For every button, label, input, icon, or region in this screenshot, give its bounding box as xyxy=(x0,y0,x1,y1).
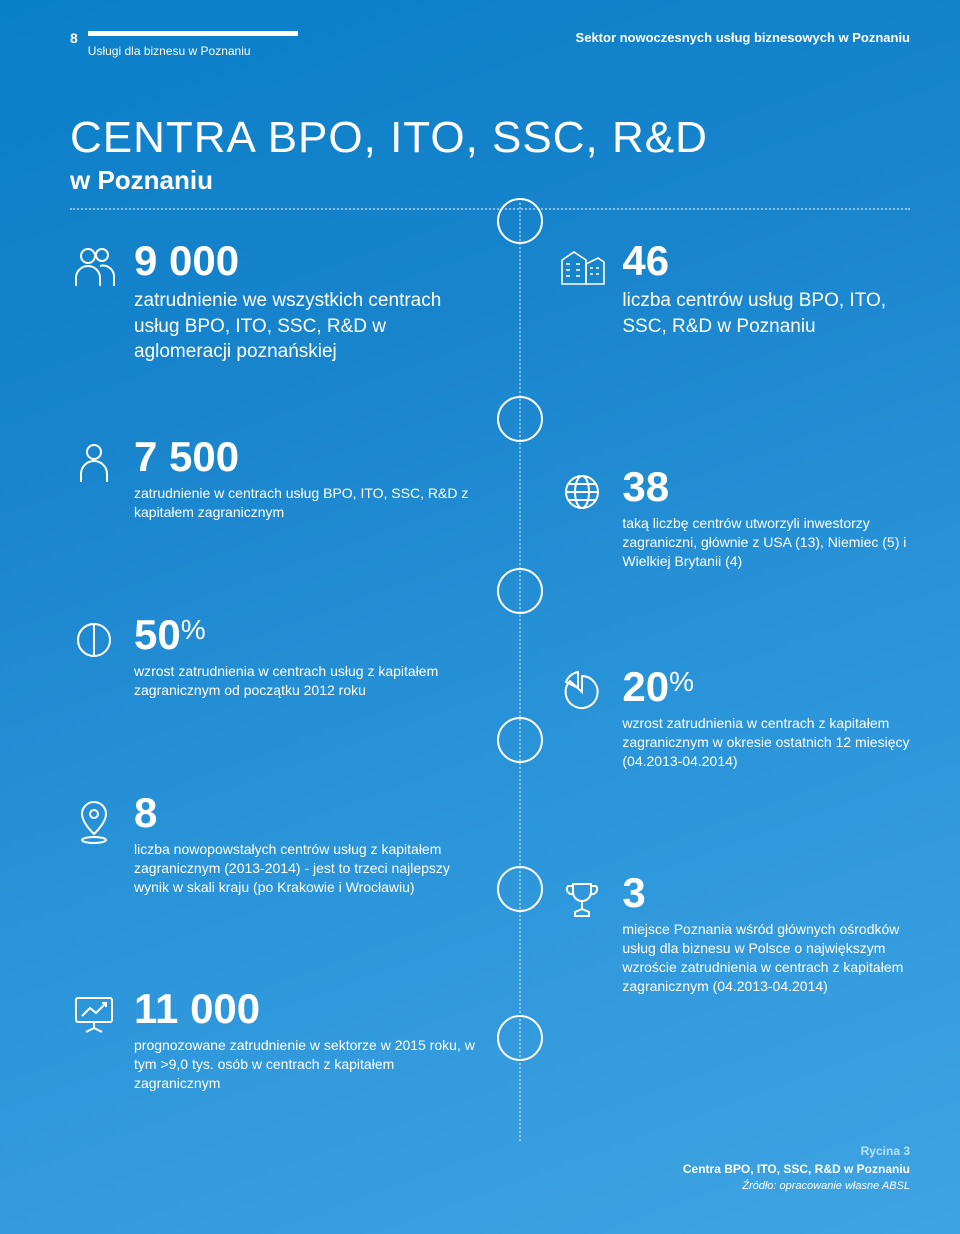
page-number: 8 xyxy=(70,30,78,46)
header-left-block: Usługi dla biznesu w Poznaniu xyxy=(88,30,298,58)
header-right-title: Sektor nowoczesnych usług biznesowych w … xyxy=(576,30,910,45)
stat-desc: liczba nowopowstałych centrów usług z ka… xyxy=(134,840,480,897)
stat-body: 7 500 zatrudnienie w centrach usług BPO,… xyxy=(134,436,480,586)
spine-circle xyxy=(497,198,543,244)
stat-growth-12m: 20% wzrost zatrudnienia w centrach z kap… xyxy=(558,666,910,844)
stat-number: 20% xyxy=(622,666,910,708)
stat-number: 3 xyxy=(622,872,910,914)
stat-desc: miejsce Poznania wśród głównych ośrodków… xyxy=(622,920,910,996)
stat-body: 3 miejsce Poznania wśród głównych ośrodk… xyxy=(622,872,910,996)
stat-forecast: 11 000 prognozowane zatrudnienie w sekto… xyxy=(70,988,480,1093)
people-icon xyxy=(70,240,118,408)
stat-number: 8 xyxy=(134,792,480,834)
header-subtitle: Usługi dla biznesu w Poznaniu xyxy=(88,44,298,58)
stat-desc: zatrudnienie w centrach usług BPO, ITO, … xyxy=(134,484,480,522)
stat-desc: taką liczbę centrów utworzyli inwestorzy… xyxy=(622,514,910,571)
stat-desc: liczba centrów usług BPO, ITO, SSC, R&D … xyxy=(622,288,910,339)
header-rule xyxy=(88,31,298,36)
stat-number: 9 000 xyxy=(134,240,480,282)
page-header: 8 Usługi dla biznesu w Poznaniu Sektor n… xyxy=(70,30,910,58)
stat-growth-2012: 50% wzrost zatrudnienia w centrach usług… xyxy=(70,614,480,764)
stat-body: 50% wzrost zatrudnienia w centrach usług… xyxy=(134,614,480,764)
stat-number: 7 500 xyxy=(134,436,480,478)
presentation-icon xyxy=(70,988,118,1093)
buildings-icon xyxy=(558,240,606,438)
stat-body: 20% wzrost zatrudnienia w centrach z kap… xyxy=(622,666,910,844)
timeline-spine xyxy=(500,198,540,1141)
figure-label: Rycina 3 xyxy=(683,1142,910,1160)
stat-number: 38 xyxy=(622,466,910,508)
stat-desc: prognozowane zatrudnienie w sektorze w 2… xyxy=(134,1036,480,1093)
stat-number: 11 000 xyxy=(134,988,480,1030)
title-sub: w Poznaniu xyxy=(70,165,910,196)
spine-circle xyxy=(497,1015,543,1061)
location-pin-icon xyxy=(70,792,118,960)
stat-body: 9 000 zatrudnienie we wszystkich centrac… xyxy=(134,240,480,408)
stat-desc: wzrost zatrudnienia w centrach usług z k… xyxy=(134,662,480,700)
left-column: 9 000 zatrudnienie we wszystkich centrac… xyxy=(70,240,480,1121)
globe-icon xyxy=(558,466,606,638)
spine-circle xyxy=(497,568,543,614)
stat-body: 38 taką liczbę centrów utworzyli inwesto… xyxy=(622,466,910,638)
right-column: 46 liczba centrów usług BPO, ITO, SSC, R… xyxy=(558,240,910,1121)
title-block: CENTRA BPO, ITO, SSC, R&D w Poznaniu xyxy=(70,113,910,210)
stat-body: 46 liczba centrów usług BPO, ITO, SSC, R… xyxy=(622,240,910,438)
trophy-icon xyxy=(558,872,606,996)
page: 8 Usługi dla biznesu w Poznaniu Sektor n… xyxy=(0,0,960,1234)
stat-body: 11 000 prognozowane zatrudnienie w sekto… xyxy=(134,988,480,1093)
spine-line xyxy=(519,198,521,1141)
person-icon xyxy=(70,436,118,586)
dotted-rule xyxy=(70,208,910,210)
stat-desc: wzrost zatrudnienia w centrach z kapitał… xyxy=(622,714,910,771)
stat-employment-foreign: 7 500 zatrudnienie w centrach usług BPO,… xyxy=(70,436,480,586)
figure-title: Centra BPO, ITO, SSC, R&D w Poznaniu xyxy=(683,1160,910,1178)
stat-foreign-investors: 38 taką liczbę centrów utworzyli inwesto… xyxy=(558,466,910,638)
spine-circle xyxy=(497,866,543,912)
stat-centers-count: 46 liczba centrów usług BPO, ITO, SSC, R… xyxy=(558,240,910,438)
figure-source: Źródło: opracowanie własne ABSL xyxy=(683,1178,910,1195)
half-circle-icon xyxy=(70,614,118,764)
stat-employment-all: 9 000 zatrudnienie we wszystkich centrac… xyxy=(70,240,480,408)
content-grid: 9 000 zatrudnienie we wszystkich centrac… xyxy=(70,240,910,1121)
stat-new-centers: 8 liczba nowopowstałych centrów usług z … xyxy=(70,792,480,960)
spine-circle xyxy=(497,396,543,442)
spine-circle xyxy=(497,717,543,763)
stat-number: 46 xyxy=(622,240,910,282)
stat-body: 8 liczba nowopowstałych centrów usług z … xyxy=(134,792,480,960)
pie-slice-icon xyxy=(558,666,606,844)
stat-number: 50% xyxy=(134,614,480,656)
stat-desc: zatrudnienie we wszystkich centrach usłu… xyxy=(134,288,480,365)
figure-caption: Rycina 3 Centra BPO, ITO, SSC, R&D w Poz… xyxy=(683,1142,910,1195)
header-left: 8 Usługi dla biznesu w Poznaniu xyxy=(70,30,298,58)
title-main: CENTRA BPO, ITO, SSC, R&D xyxy=(70,113,910,163)
stat-ranking: 3 miejsce Poznania wśród głównych ośrodk… xyxy=(558,872,910,996)
